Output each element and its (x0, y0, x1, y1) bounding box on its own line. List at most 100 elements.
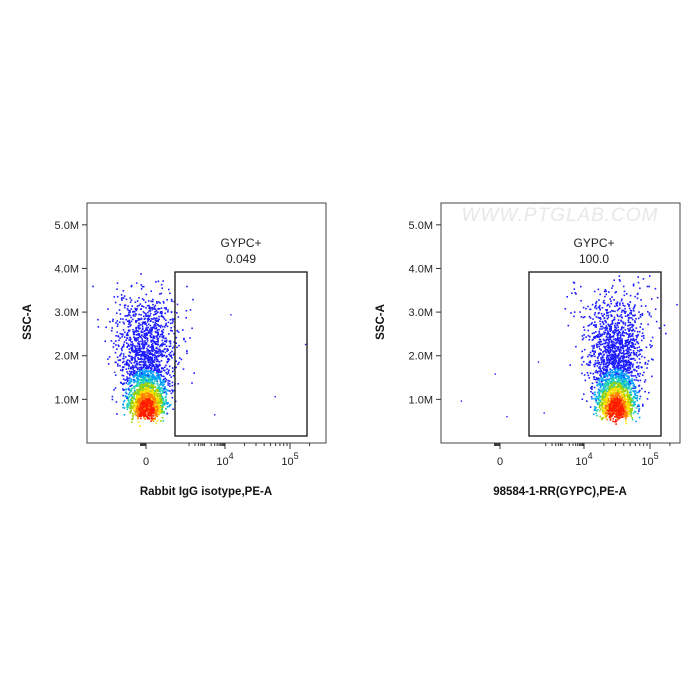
event-dot (127, 398, 130, 400)
watermark: WWW.PTGLAB.COM (462, 205, 659, 226)
event-dot (148, 323, 150, 326)
event-dot (132, 368, 134, 371)
event-dot (143, 384, 145, 387)
event-dot (150, 360, 153, 362)
event-dot (166, 360, 169, 363)
event-dot (142, 285, 145, 288)
event-dot (606, 333, 608, 336)
event-dot (628, 348, 630, 351)
event-dot (612, 364, 615, 367)
event-dot (169, 351, 172, 354)
event-dot (639, 372, 641, 375)
event-dot (635, 352, 638, 354)
event-dot (152, 383, 154, 385)
event-dot (602, 301, 605, 304)
event-dot (151, 357, 153, 360)
event-dot (156, 405, 158, 407)
event-dot (125, 368, 128, 370)
event-dot (185, 317, 187, 319)
event-dot (158, 363, 161, 366)
event-dot (566, 296, 568, 298)
event-dot (160, 307, 163, 309)
event-dot (600, 399, 602, 401)
event-dot (170, 298, 173, 301)
event-dot (641, 387, 643, 390)
event-dot (171, 381, 174, 384)
event-dot (163, 302, 165, 304)
event-dot (147, 372, 149, 374)
event-dot (634, 375, 637, 377)
event-dot (136, 373, 139, 376)
event-dot (621, 371, 624, 374)
event-dot (122, 361, 124, 364)
event-dot (145, 391, 147, 393)
event-dot (136, 307, 138, 310)
event-dot (581, 338, 584, 341)
event-dot (618, 391, 621, 393)
event-dot (157, 395, 159, 397)
event-dot (625, 362, 627, 364)
event-dot (612, 396, 615, 398)
event-dot (594, 391, 596, 394)
event-dot (609, 348, 612, 350)
event-dot (139, 327, 141, 330)
event-dot (630, 345, 632, 348)
event-dot (159, 348, 161, 351)
event-dot (601, 401, 604, 404)
event-dot (130, 409, 132, 412)
event-dot (158, 387, 160, 389)
event-dot (603, 389, 606, 391)
event-dot (617, 375, 620, 377)
event-dot (128, 373, 131, 376)
event-dot (620, 319, 622, 322)
event-dot (600, 357, 602, 359)
event-dot (140, 372, 143, 374)
event-dot (133, 409, 135, 412)
event-dot (127, 334, 129, 337)
event-dot (165, 392, 168, 395)
event-dot (643, 381, 646, 383)
event-dot (597, 316, 599, 319)
event-dot (132, 397, 135, 399)
event-dot (598, 403, 601, 406)
event-dot (133, 389, 136, 392)
event-dot (599, 383, 601, 385)
event-dot (151, 387, 153, 389)
event-dot (639, 395, 642, 398)
event-dot (629, 379, 632, 382)
event-dot (152, 420, 155, 422)
event-dot (638, 375, 641, 377)
event-dot (115, 361, 117, 364)
event-dot (611, 384, 613, 387)
event-dot (143, 377, 146, 380)
event-dot (636, 391, 638, 394)
event-dot (141, 381, 143, 384)
event-dot (153, 377, 156, 380)
event-dot (166, 401, 168, 404)
event-dot (143, 395, 146, 397)
event-dot (131, 366, 133, 369)
event-dot (614, 357, 617, 360)
event-dot (598, 392, 601, 395)
event-dot (158, 395, 161, 398)
event-dot (140, 374, 142, 376)
event-dot (634, 369, 636, 372)
event-dot (131, 344, 133, 346)
event-dot (582, 326, 585, 328)
event-dot (131, 373, 134, 376)
event-dot (165, 308, 167, 311)
event-dot (622, 285, 625, 288)
event-dot (140, 360, 143, 363)
event-dot (628, 346, 631, 349)
event-dot (145, 383, 148, 386)
event-dot (119, 354, 122, 356)
event-dot (612, 330, 614, 332)
event-dot (613, 361, 615, 364)
event-dot (128, 348, 131, 350)
event-dot (135, 384, 138, 386)
event-dot (605, 351, 607, 354)
event-dot (129, 407, 131, 409)
event-dot (131, 358, 133, 361)
event-dot (134, 348, 137, 351)
